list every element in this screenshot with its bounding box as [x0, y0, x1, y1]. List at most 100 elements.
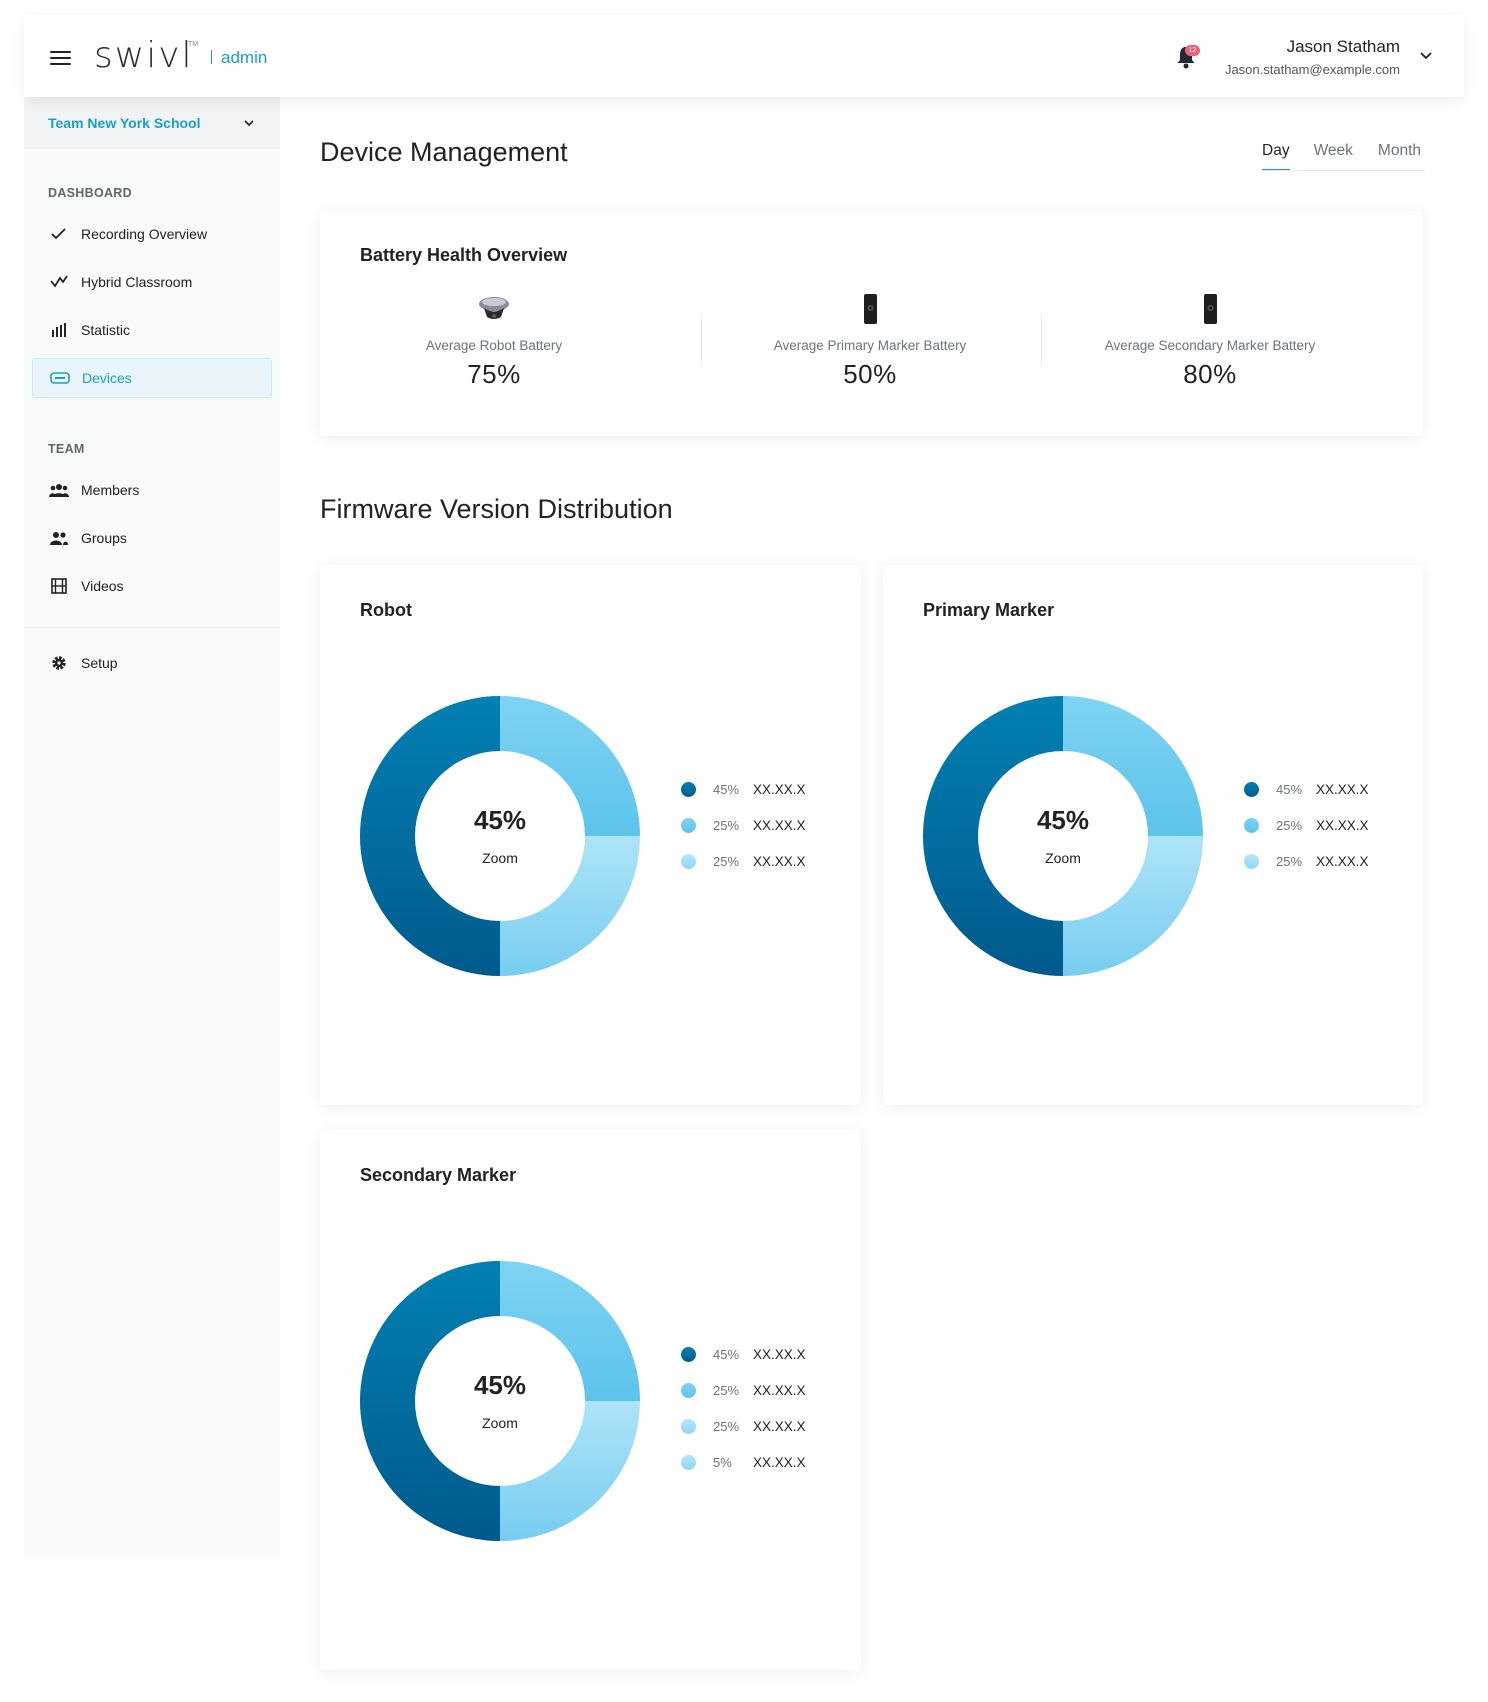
legend-percentage: 25%	[713, 1382, 740, 1398]
members-icon	[49, 480, 69, 500]
legend-percentage: 25%	[1276, 817, 1303, 833]
legend-item[interactable]: 25% XX.XX.X	[681, 1408, 806, 1444]
legend-version: XX.XX.X	[753, 853, 806, 869]
gear-icon	[49, 653, 69, 673]
donut-segment[interactable]	[1063, 696, 1203, 836]
check-trend-icon	[49, 224, 69, 244]
notification-badge: 12	[1185, 45, 1200, 56]
sidebar-item-recording-overview[interactable]: Recording Overview	[32, 214, 272, 254]
top-bar: swivl TM admin 12 Jason Statham Jason.st…	[24, 15, 1464, 97]
marker-icon	[864, 294, 877, 324]
legend-percentage: 25%	[713, 853, 740, 869]
legend-version: XX.XX.X	[753, 1346, 806, 1362]
logo[interactable]: swivl	[94, 35, 194, 76]
legend-item[interactable]: 25% XX.XX.X	[681, 807, 806, 843]
donut-segment[interactable]	[923, 696, 1063, 976]
legend-percentage: 45%	[713, 781, 740, 797]
sidebar-item-label: Hybrid Classroom	[81, 274, 193, 290]
chevron-down-icon	[244, 120, 254, 127]
sidebar-item-members[interactable]: Members	[32, 470, 272, 510]
legend-percentage: 45%	[713, 1346, 740, 1362]
battery-divider	[701, 315, 702, 365]
legend-dot	[1244, 853, 1259, 869]
legend-percentage: 25%	[1276, 853, 1303, 869]
battery-robot: Average Robot Battery 75%	[324, 293, 664, 390]
logo-trademark: TM	[188, 41, 199, 48]
legend-dot	[681, 817, 696, 833]
donut-segment[interactable]	[1063, 836, 1203, 976]
user-email: Jason.statham@example.com	[1224, 62, 1400, 77]
user-name[interactable]: Jason Statham	[1286, 37, 1400, 56]
sidebar-item-label: Groups	[81, 530, 127, 546]
donut-segment[interactable]	[500, 836, 640, 976]
donut-chart	[360, 1261, 640, 1541]
legend-percentage: 25%	[713, 817, 740, 833]
donut-center-value: 45%	[1036, 805, 1090, 835]
legend-dot	[1244, 781, 1259, 797]
groups-icon	[49, 528, 69, 548]
battery-primary-marker: Average Primary Marker Battery 50%	[700, 293, 1040, 390]
legend-item[interactable]: 25% XX.XX.X	[1244, 843, 1369, 879]
chart-title: Robot	[360, 600, 412, 620]
donut-segment[interactable]	[500, 696, 640, 836]
legend-percentage: 5%	[713, 1454, 732, 1470]
legend-percentage: 25%	[713, 1418, 740, 1434]
sidebar-item-videos[interactable]: Videos	[32, 566, 272, 606]
legend-dot	[681, 1418, 696, 1434]
battery-value: 50%	[843, 359, 897, 389]
donut-segment[interactable]	[500, 1401, 640, 1541]
admin-label: admin	[221, 48, 268, 67]
tab-week[interactable]: Week	[1313, 142, 1353, 159]
chart-legend: 45% XX.XX.X 25% XX.XX.X 25% XX.XX.X	[1244, 771, 1369, 879]
team-selector[interactable]: Team New York School	[24, 97, 280, 149]
donut-center-value: 45%	[473, 1370, 527, 1400]
legend-version: XX.XX.X	[753, 1382, 806, 1398]
sidebar-item-setup[interactable]: Setup	[32, 643, 272, 683]
donut-segment[interactable]	[360, 1261, 500, 1541]
legend-version: XX.XX.X	[753, 1418, 806, 1434]
donut-segment[interactable]	[360, 696, 500, 976]
menu-icon[interactable]	[50, 51, 71, 65]
legend-item[interactable]: 45% XX.XX.X	[681, 1336, 806, 1372]
battery-label: Average Primary Marker Battery	[773, 338, 967, 353]
donut-center-label: Zoom	[1045, 850, 1081, 866]
logo-separator	[211, 50, 212, 64]
legend-item[interactable]: 5% XX.XX.X	[681, 1444, 806, 1480]
legend-item[interactable]: 45% XX.XX.X	[1244, 771, 1369, 807]
sidebar-item-devices[interactable]: Devices	[32, 358, 272, 398]
chevron-down-icon[interactable]	[1418, 47, 1434, 63]
sidebar-item-hybrid-classroom[interactable]: Hybrid Classroom	[32, 262, 272, 302]
legend-version: XX.XX.X	[1316, 817, 1369, 833]
film-icon	[49, 576, 69, 596]
team-name: Team New York School	[48, 115, 201, 131]
battery-value: 80%	[1183, 359, 1237, 389]
page-title: Device Management	[320, 137, 568, 167]
battery-label: Average Robot Battery	[425, 338, 563, 353]
sidebar-item-label: Recording Overview	[81, 226, 208, 242]
chart-legend: 45% XX.XX.X 25% XX.XX.X 25% XX.XX.X	[681, 771, 806, 879]
sidebar-item-groups[interactable]: Groups	[32, 518, 272, 558]
donut-center-label: Zoom	[482, 850, 518, 866]
bar-chart-icon	[49, 320, 69, 340]
legend-version: XX.XX.X	[753, 1454, 806, 1470]
legend-item[interactable]: 25% XX.XX.X	[681, 1372, 806, 1408]
donut-chart	[923, 696, 1203, 976]
donut-segment[interactable]	[500, 1261, 640, 1401]
legend-item[interactable]: 25% XX.XX.X	[1244, 807, 1369, 843]
legend-item[interactable]: 45% XX.XX.X	[681, 771, 806, 807]
sidebar-item-label: Statistic	[81, 322, 131, 338]
trend-icon	[49, 272, 69, 292]
sidebar-item-label: Videos	[81, 578, 124, 594]
tab-day[interactable]: Day	[1262, 142, 1290, 171]
sidebar-item-label: Setup	[81, 655, 118, 671]
legend-version: XX.XX.X	[753, 817, 806, 833]
chart-title: Secondary Marker	[360, 1165, 517, 1185]
sidebar-item-statistic[interactable]: Statistic	[32, 310, 272, 350]
legend-item[interactable]: 25% XX.XX.X	[681, 843, 806, 879]
tabs-underline	[1262, 170, 1425, 171]
marker-icon	[1204, 294, 1217, 324]
legend-dot	[1244, 817, 1259, 833]
donut-chart	[360, 696, 640, 976]
tab-month[interactable]: Month	[1377, 142, 1422, 159]
legend-dot	[681, 1382, 696, 1398]
